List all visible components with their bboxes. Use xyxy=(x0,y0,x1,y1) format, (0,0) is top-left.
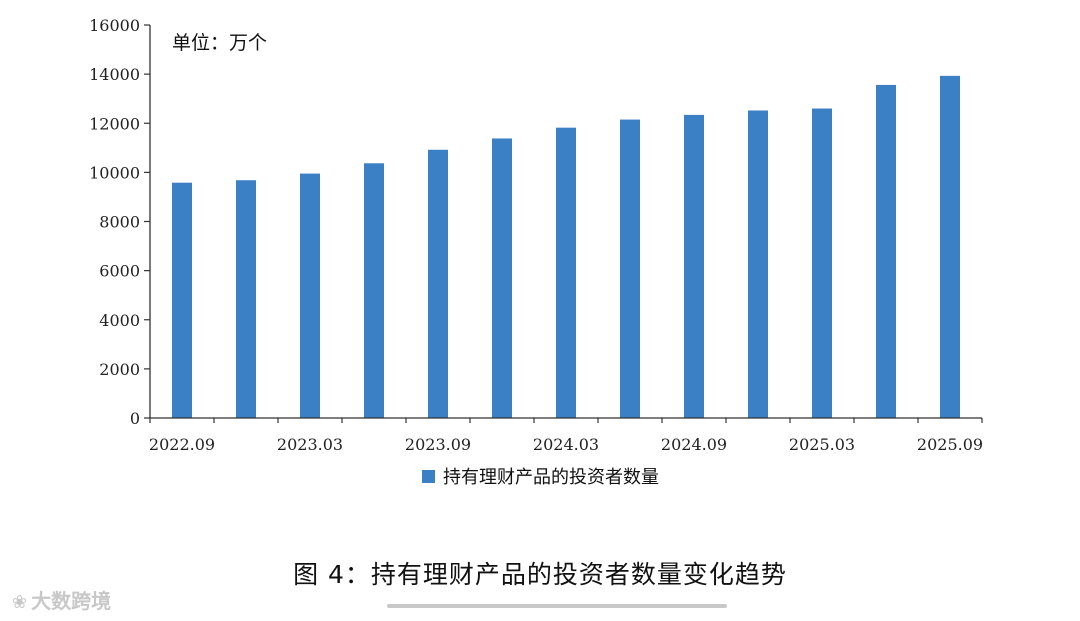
bar-2025.03 xyxy=(812,108,832,418)
bar-2023.12 xyxy=(492,138,512,418)
x-tick-label: 2023.03 xyxy=(277,435,343,454)
x-tick-label: 2025.03 xyxy=(789,435,855,454)
x-tick-label: 2024.09 xyxy=(661,435,727,454)
x-tick-label: 2023.09 xyxy=(405,435,471,454)
y-tick-label: 6000 xyxy=(99,262,140,281)
y-tick-label: 14000 xyxy=(89,65,140,84)
logo-icon: ❀ xyxy=(12,592,28,613)
bar-2024.09 xyxy=(684,114,704,419)
bar-2023.06 xyxy=(364,163,384,418)
legend: 持有理财产品的投资者数量 xyxy=(422,467,659,488)
bar-chart: 0 2000 4000 6000 8000 10000 12000 14000 16000 20… xyxy=(89,16,983,488)
y-tick-label: 8000 xyxy=(99,213,140,232)
bar-2022.09 xyxy=(172,182,192,418)
bar-2022.12 xyxy=(236,180,256,418)
legend-swatch xyxy=(422,470,435,483)
legend-label: 持有理财产品的投资者数量 xyxy=(443,467,659,488)
watermark-text: 大数跨境 xyxy=(31,589,112,613)
bar-2024.06 xyxy=(620,119,640,419)
bar-2023.09 xyxy=(428,149,448,418)
unit-label: 单位：万个 xyxy=(172,32,267,54)
x-tick-label: 2025.09 xyxy=(917,435,983,454)
bar-2024.12 xyxy=(748,110,768,418)
y-tick-label: 10000 xyxy=(89,163,140,182)
figure-caption: 图 4：持有理财产品的投资者数量变化趋势 xyxy=(293,560,787,589)
x-axis-ticks: 2022.09 2023.03 2023.09 2024.03 2024.09 2025.… xyxy=(149,418,983,454)
y-axis-ticks: 0 2000 4000 6000 8000 10000 12000 14000 16000 xyxy=(89,16,150,428)
y-tick-label: 0 xyxy=(130,409,140,428)
bar-2024.03 xyxy=(556,127,576,418)
bar-2025.06 xyxy=(876,84,896,419)
watermark: ❀ 大数跨境 xyxy=(12,585,111,614)
y-tick-label: 2000 xyxy=(99,360,140,379)
bar-2023.03 xyxy=(300,173,320,418)
bar-2025.09 xyxy=(940,75,960,419)
y-tick-label: 16000 xyxy=(89,16,140,35)
y-tick-label: 12000 xyxy=(89,114,140,133)
bars-group xyxy=(172,75,960,419)
y-tick-label: 4000 xyxy=(99,311,140,330)
x-tick-label: 2022.09 xyxy=(149,435,215,454)
home-indicator xyxy=(387,604,727,608)
x-tick-label: 2024.03 xyxy=(533,435,599,454)
